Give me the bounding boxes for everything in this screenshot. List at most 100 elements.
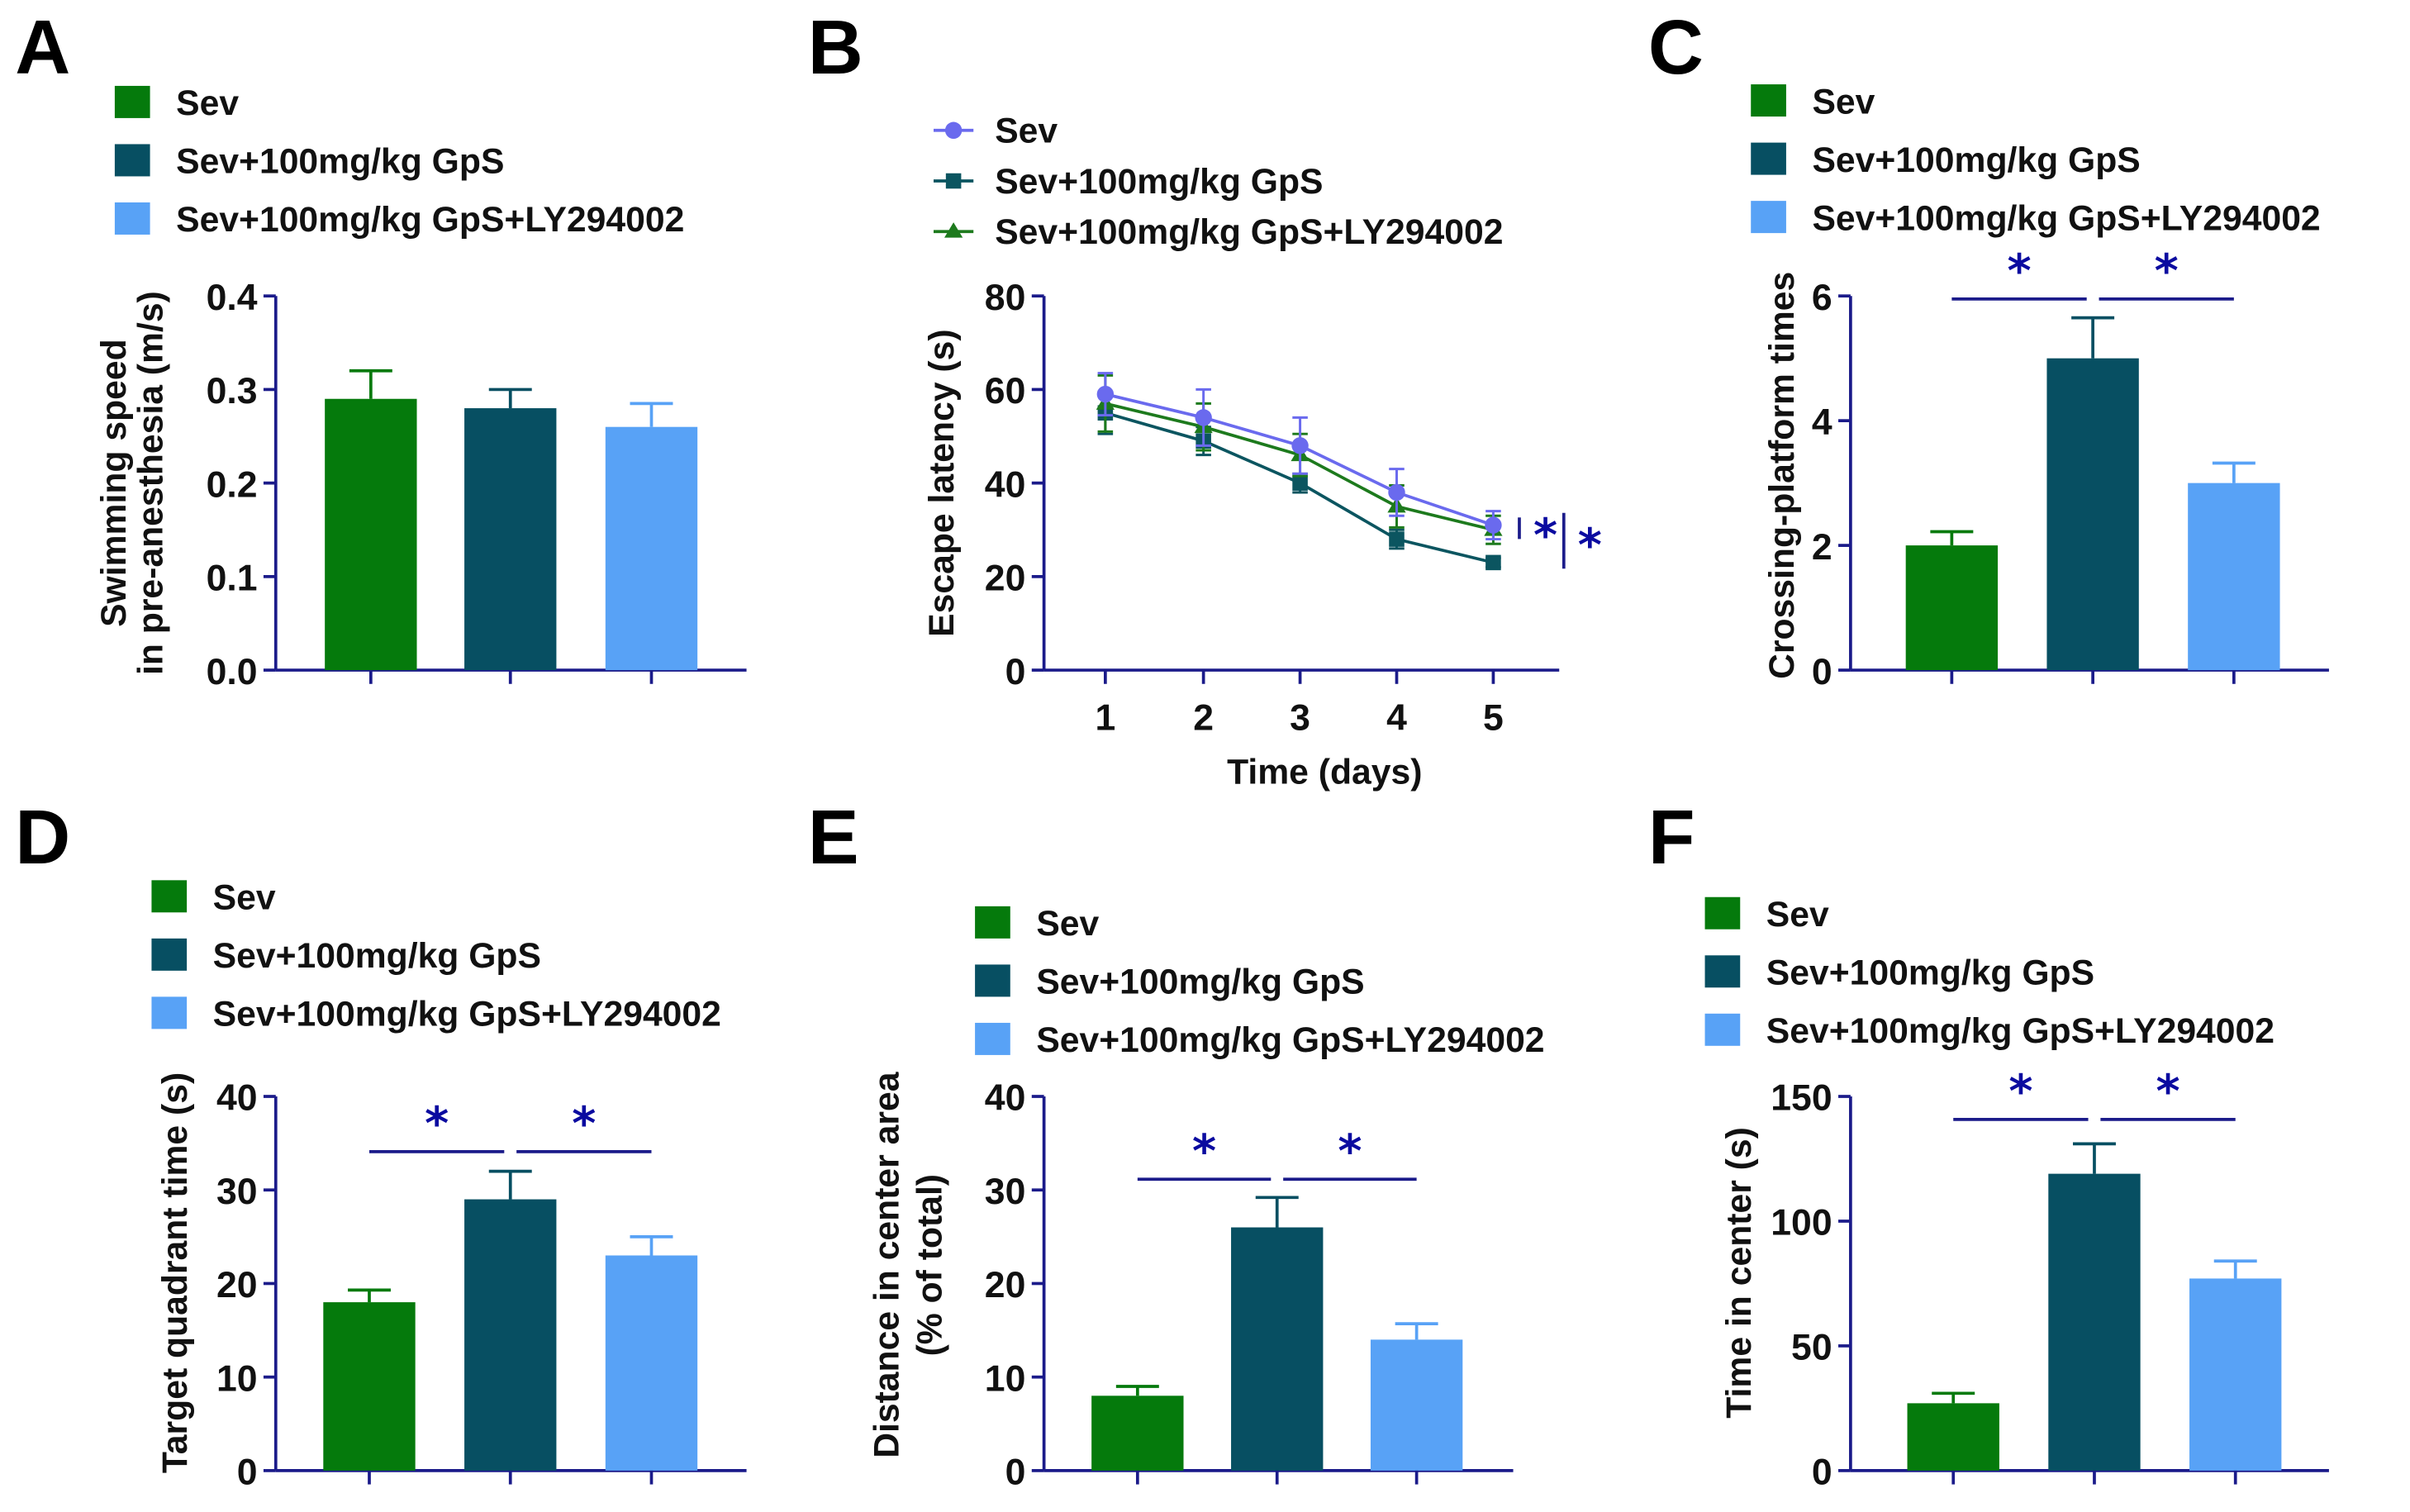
y-tick-label: 30 <box>985 1172 1026 1212</box>
y-axis-title: Swimming speed <box>94 339 134 627</box>
x-tick-label: 3 <box>1290 697 1310 738</box>
x-tick-label: 5 <box>1483 697 1504 738</box>
y-tick-label: 50 <box>1791 1328 1832 1368</box>
legend: Sev Sev+100mg/kg GpS Sev+100mg/kg GpS+LY29… <box>933 112 1503 252</box>
legend: Sev Sev+100mg/kg GpS Sev+100mg/kg GpS+LY29… <box>114 83 684 240</box>
legend-swatch <box>151 880 188 913</box>
legend-swatch <box>975 906 1010 939</box>
bar <box>605 1255 698 1471</box>
legend-label: Sev+100mg/kg GpS+LY294002 <box>176 200 684 240</box>
legend-swatch <box>1704 1013 1741 1046</box>
legend-label: Sev+100mg/kg GpS+LY294002 <box>995 212 1503 252</box>
legend-label: Sev <box>213 878 276 918</box>
legend-item: Sev+100mg/kg GpS <box>975 963 1365 1002</box>
y-axis-title: Escape latency (s) <box>922 329 962 636</box>
legend-label: Sev <box>1036 904 1099 944</box>
legend-label: Sev+100mg/kg GpS <box>1812 140 2140 180</box>
y-tick-label: 4 <box>1812 402 1832 443</box>
legend-swatch <box>1704 896 1741 930</box>
y-tick-label: 150 <box>1771 1078 1832 1119</box>
significance-star: * <box>1578 519 1602 573</box>
bar <box>605 426 698 671</box>
y-tick-label: 0 <box>1005 652 1026 692</box>
panel-f: F Sev Sev+100mg/kg GpS Sev+100mg/kg GpS+LY2… <box>1648 794 2329 1493</box>
data-point <box>1291 437 1309 454</box>
panel-e: E Sev Sev+100mg/kg GpS Sev+100mg/kg GpS+LY2… <box>808 794 1545 1493</box>
y-axis-title: Time in center (s) <box>1719 1127 1759 1419</box>
y-axis-title-line2: in pre-anesthesia (m/s) <box>131 291 170 675</box>
data-point <box>1389 531 1405 547</box>
legend-swatch <box>151 996 188 1029</box>
legend-item: Sev <box>151 878 276 918</box>
significance-star: * <box>425 1097 449 1151</box>
y-tick-label: 0 <box>1812 1453 1832 1493</box>
panel-d: D Sev Sev+100mg/kg GpS Sev+100mg/kg GpS+LY2… <box>15 794 747 1493</box>
series-sev <box>1096 372 1502 541</box>
data-point <box>1485 554 1501 571</box>
bar <box>1231 1227 1324 1471</box>
y-tick-label: 40 <box>985 464 1026 505</box>
legend: Sev Sev+100mg/kg GpS Sev+100mg/kg GpS+LY29… <box>975 904 1545 1060</box>
y-tick-label: 0.0 <box>207 652 258 692</box>
y-tick-label: 0.3 <box>207 371 258 411</box>
legend-swatch <box>1751 142 1786 175</box>
legend-label: Sev+100mg/kg GpS <box>213 936 541 976</box>
legend-item: Sev <box>1704 895 1829 934</box>
legend-item: Sev+100mg/kg GpS+LY294002 <box>1704 1011 2275 1051</box>
data-point <box>1485 516 1502 534</box>
legend-label: Sev <box>1766 895 1829 934</box>
legend-item: Sev <box>114 83 239 123</box>
bar <box>1905 545 1999 671</box>
legend-swatch <box>975 964 1010 997</box>
y-tick-label: 30 <box>216 1172 258 1212</box>
bar <box>1907 1403 1999 1471</box>
panel-label: D <box>15 794 70 880</box>
y-tick-label: 80 <box>985 278 1026 318</box>
legend-label: Sev+100mg/kg GpS <box>1036 963 1364 1002</box>
y-tick-label: 0 <box>1812 652 1832 692</box>
legend-item: Sev+100mg/kg GpS+LY294002 <box>151 995 721 1034</box>
data-point <box>1388 483 1405 502</box>
data-point <box>1195 409 1212 426</box>
legend-item: Sev <box>975 904 1100 944</box>
panel-label: B <box>808 4 863 90</box>
legend-item: Sev+100mg/kg GpS <box>114 142 504 182</box>
x-axis-title: Time (days) <box>1227 752 1422 792</box>
bar <box>2048 1173 2141 1471</box>
legend-item: Sev+100mg/kg GpS <box>1751 140 2141 180</box>
bar <box>325 398 417 671</box>
legend-label: Sev+100mg/kg GpS+LY294002 <box>213 995 721 1034</box>
legend-swatch <box>975 1022 1010 1055</box>
panel-label: F <box>1648 794 1695 880</box>
significance-star: * <box>2007 245 2031 298</box>
y-tick-label: 60 <box>985 371 1026 411</box>
legend-label: Sev+100mg/kg GpS+LY294002 <box>1812 198 2320 238</box>
significance-star: * <box>1192 1124 1216 1178</box>
bar <box>464 408 557 671</box>
y-axis-title: Target quadrant time (s) <box>155 1072 195 1473</box>
bar <box>464 1199 557 1471</box>
legend-item: Sev+100mg/kg GpS <box>1704 953 2094 993</box>
y-tick-label: 6 <box>1812 278 1832 318</box>
legend-label: Sev+100mg/kg GpS <box>1766 953 2094 993</box>
legend-label: Sev <box>995 112 1058 151</box>
x-tick-label: 4 <box>1386 697 1407 738</box>
legend: Sev Sev+100mg/kg GpS Sev+100mg/kg GpS+LY29… <box>1704 895 2275 1051</box>
legend-item: Sev+100mg/kg GpS+LY294002 <box>1751 198 2321 238</box>
significance-star: * <box>2008 1065 2032 1119</box>
x-tick-label: 2 <box>1193 697 1214 738</box>
legend: Sev Sev+100mg/kg GpS Sev+100mg/kg GpS+LY29… <box>151 878 721 1034</box>
legend-item: Sev <box>1751 82 1875 121</box>
bar <box>2189 1278 2282 1471</box>
legend-item: Sev+100mg/kg GpS+LY294002 <box>975 1020 1545 1060</box>
y-tick-label: 20 <box>216 1265 258 1305</box>
legend-marker <box>944 121 963 139</box>
legend-swatch <box>114 144 150 177</box>
y-tick-label: 100 <box>1771 1203 1832 1243</box>
bar <box>323 1302 416 1471</box>
y-tick-label: 2 <box>1812 527 1832 568</box>
significance-star: * <box>2156 1065 2180 1119</box>
y-tick-label: 20 <box>985 1265 1026 1305</box>
y-tick-label: 40 <box>985 1078 1026 1119</box>
